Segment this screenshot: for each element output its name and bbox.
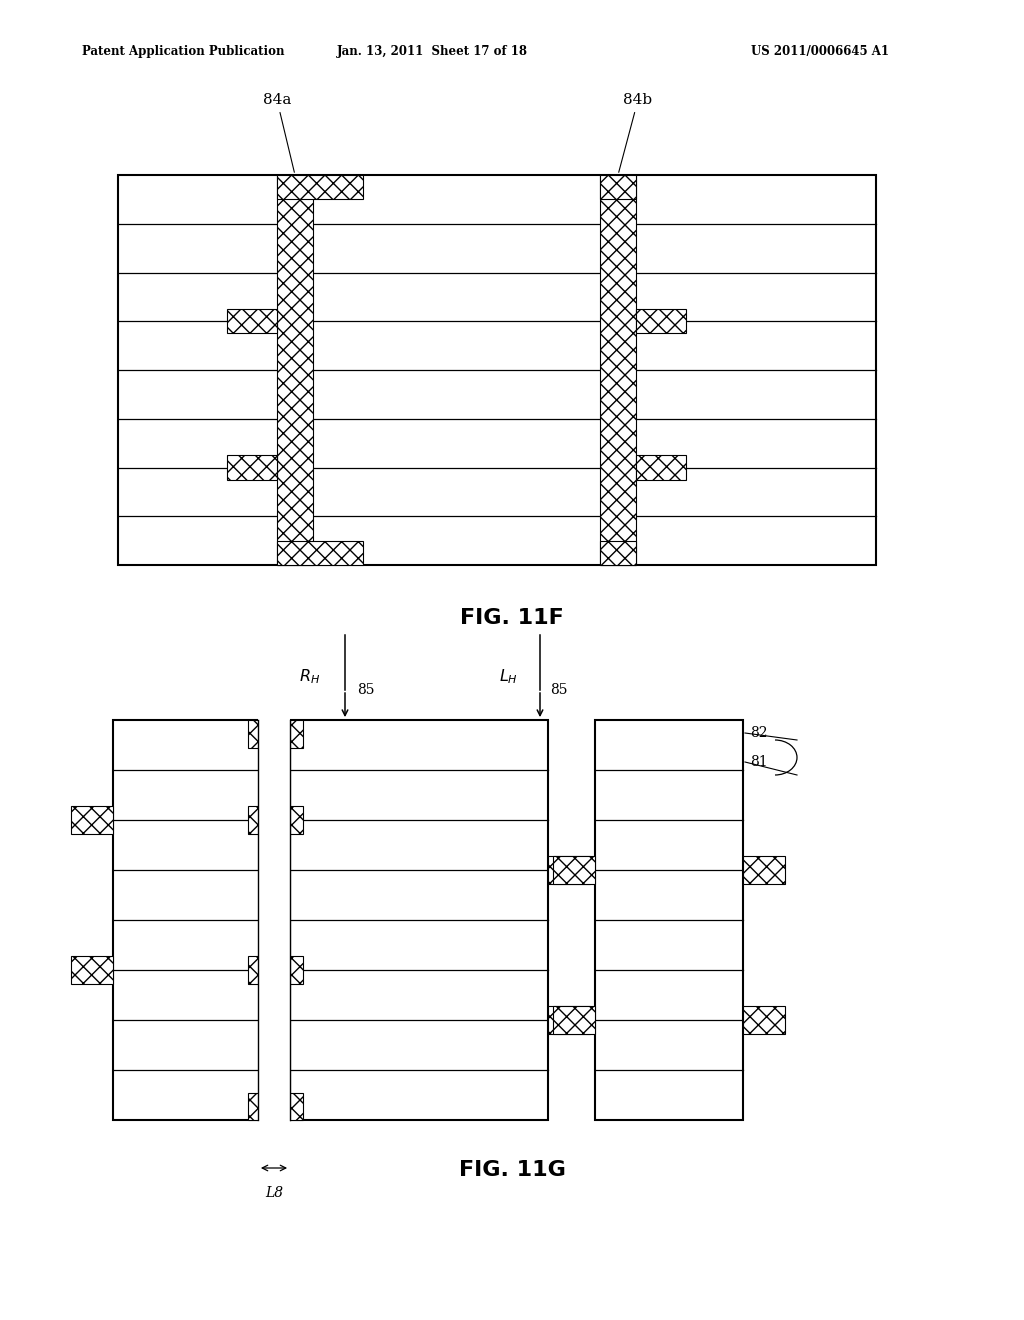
Bar [71,807,113,834]
Text: FIG. 11F: FIG. 11F [460,609,564,628]
Bar [553,1006,595,1034]
Bar [278,541,362,565]
Text: $L_H$: $L_H$ [499,668,517,686]
Text: L8: L8 [265,1185,283,1200]
Text: 81: 81 [750,755,768,770]
Bar [248,1093,290,1119]
Bar [261,1093,303,1119]
Text: 85: 85 [357,682,375,697]
Text: $R_H$: $R_H$ [299,668,321,686]
Bar [227,455,278,479]
Bar [636,455,686,479]
Bar [600,541,636,565]
Bar [113,719,261,1119]
Bar [595,719,743,1119]
Bar [118,176,876,565]
Bar [290,719,548,1119]
Bar [248,719,290,747]
Text: Jan. 13, 2011  Sheet 17 of 18: Jan. 13, 2011 Sheet 17 of 18 [337,45,527,58]
Bar [743,857,785,884]
Text: 82: 82 [750,726,768,741]
Text: 85: 85 [550,682,567,697]
Bar [278,176,313,565]
Text: 84a: 84a [263,92,294,173]
Bar [258,715,290,1125]
Bar [553,857,595,884]
Bar [261,719,303,747]
Bar [227,309,278,334]
Bar [248,807,290,834]
Text: US 2011/0006645 A1: US 2011/0006645 A1 [751,45,889,58]
Bar [548,1006,590,1034]
Text: FIG. 11G: FIG. 11G [459,1160,565,1180]
Bar [548,857,590,884]
Text: 84b: 84b [618,92,652,173]
Bar [600,176,636,565]
Bar [600,176,636,199]
Bar [71,956,113,983]
Text: Patent Application Publication: Patent Application Publication [82,45,285,58]
Bar [261,807,303,834]
Bar [278,176,362,199]
Bar [248,956,290,983]
Bar [743,1006,785,1034]
Bar [636,309,686,334]
Bar [261,956,303,983]
